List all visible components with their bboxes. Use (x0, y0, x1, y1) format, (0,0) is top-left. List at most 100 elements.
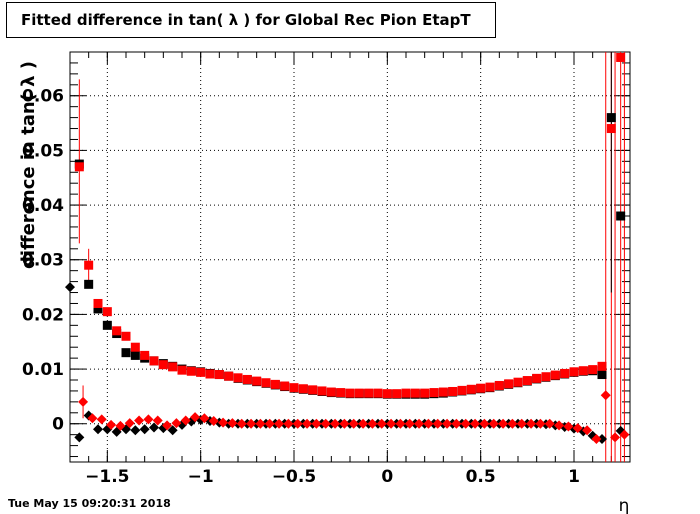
data-point-diamond (479, 418, 490, 429)
data-point-diamond (311, 418, 322, 429)
data-point-square (448, 386, 458, 396)
data-point-square (401, 388, 411, 398)
data-point-diamond (283, 418, 294, 429)
data-point-diamond (330, 418, 341, 429)
data-point-square (130, 350, 140, 360)
data-point-diamond (180, 415, 191, 426)
data-point-square (102, 307, 112, 317)
data-point-square (168, 362, 178, 372)
data-point-square (550, 370, 560, 380)
data-point-square (112, 326, 122, 336)
data-point-diamond (451, 418, 462, 429)
data-point-diamond (93, 424, 103, 435)
data-point-diamond (78, 396, 89, 407)
y-tick-label: 0.05 (22, 141, 64, 161)
data-point-square (317, 386, 327, 396)
data-point-square (382, 389, 392, 399)
data-point-square (616, 211, 626, 221)
data-point-diamond (171, 418, 182, 429)
x-tick-label: −1.5 (85, 467, 129, 487)
data-point-diamond (320, 418, 331, 429)
data-point-square (588, 365, 598, 375)
plot-frame (69, 51, 631, 463)
data-point-square (597, 370, 607, 380)
data-point-square (522, 376, 532, 386)
data-point-square (466, 384, 476, 394)
data-point-square (308, 385, 318, 395)
data-point-square (242, 374, 252, 384)
data-point-square (541, 372, 551, 382)
x-tick-label: 0.5 (466, 467, 496, 487)
data-point-diamond (65, 282, 75, 293)
data-point-diamond (423, 418, 434, 429)
y-tick-label: 0.06 (22, 87, 64, 107)
timestamp: Tue May 15 09:20:31 2018 (8, 497, 171, 510)
data-markers (65, 52, 630, 445)
data-point-diamond (208, 416, 219, 426)
chart-title: Fitted difference in tan( λ ) for Global… (6, 2, 496, 38)
data-point-diamond (274, 418, 285, 429)
data-point-diamond (302, 418, 313, 429)
data-point-square (616, 52, 626, 62)
data-point-diamond (470, 418, 481, 429)
data-point-diamond (236, 418, 247, 429)
data-point-diamond (572, 423, 583, 434)
data-point-diamond (460, 418, 471, 429)
data-point-square (149, 356, 159, 366)
data-point-diamond (124, 418, 135, 429)
data-point-square (140, 350, 150, 360)
data-point-diamond (115, 420, 126, 431)
data-point-square (513, 377, 523, 387)
data-point-square (578, 366, 588, 376)
data-point-diamond (404, 418, 415, 429)
x-axis-label: η (619, 496, 630, 514)
data-point-square (84, 279, 94, 289)
data-point-diamond (600, 390, 611, 401)
data-point-square (457, 385, 467, 395)
data-point-square (485, 382, 495, 392)
y-tick-label: 0.01 (22, 360, 64, 380)
data-point-square (504, 379, 514, 389)
data-point-square (373, 388, 383, 398)
data-point-square (289, 383, 299, 393)
data-point-diamond (386, 418, 397, 429)
data-point-diamond (488, 418, 499, 429)
data-point-square (177, 365, 187, 375)
data-point-square (597, 361, 607, 371)
y-tick-label: 0.02 (22, 305, 64, 325)
data-point-diamond (149, 422, 159, 433)
data-point-square (93, 298, 103, 308)
data-point-square (121, 331, 131, 341)
data-point-diamond (339, 418, 350, 429)
y-tick-label: 0 (52, 415, 64, 435)
data-point-diamond (554, 420, 565, 431)
data-point-square (429, 388, 439, 398)
x-tick-label: −1 (188, 467, 214, 487)
data-point-diamond (152, 415, 163, 426)
data-point-diamond (610, 432, 621, 443)
data-point-diamond (106, 419, 117, 430)
data-point-diamond (619, 429, 630, 440)
x-axis: −1.5 −1 −0.5 0 0.5 1 (69, 52, 631, 487)
data-point-square (224, 371, 234, 381)
data-point-square (410, 388, 420, 398)
data-point-diamond (395, 418, 406, 429)
data-point-diamond (143, 414, 154, 425)
data-point-diamond (139, 424, 150, 435)
y-axis-label: difference in tan( λ ) (18, 61, 39, 269)
data-point-square (261, 378, 271, 388)
data-point-diamond (597, 434, 607, 445)
data-point-diamond (87, 413, 98, 424)
data-point-square (569, 367, 579, 377)
data-point-diamond (264, 418, 275, 429)
data-point-diamond (358, 418, 369, 429)
data-point-diamond (442, 418, 453, 429)
data-point-square (84, 260, 94, 270)
y-axis: 0 0.01 0.02 0.03 0.04 0.05 0.06 (22, 51, 630, 458)
data-point-square (130, 342, 140, 352)
data-point-square (102, 320, 112, 330)
data-point-square (494, 380, 504, 390)
data-point-square (252, 376, 262, 386)
grid-lines (70, 52, 630, 462)
